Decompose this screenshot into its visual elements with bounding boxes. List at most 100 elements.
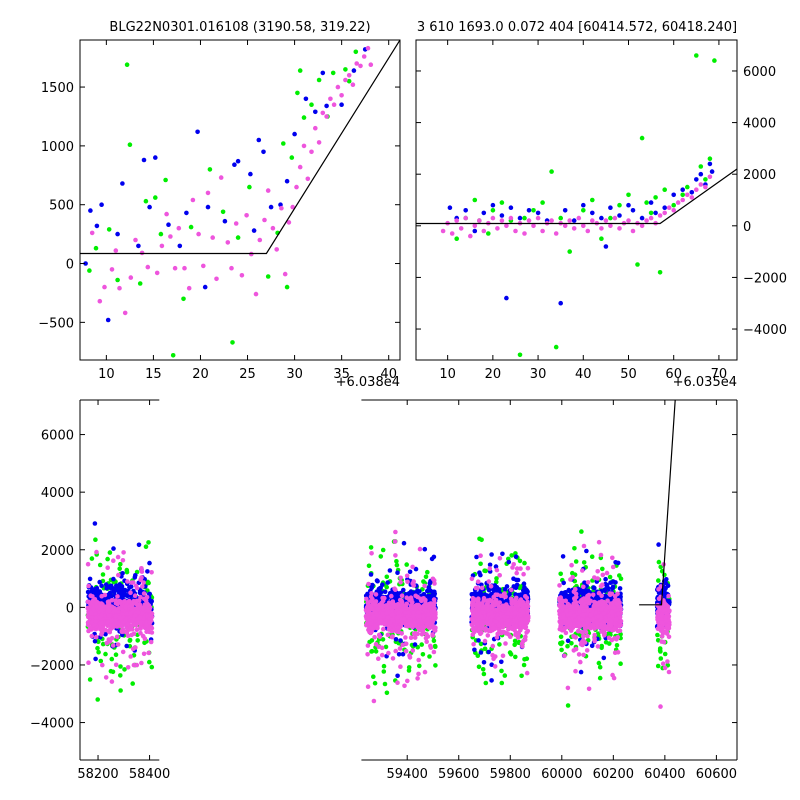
- data-point-2: [503, 641, 508, 646]
- data-point-2: [694, 187, 699, 192]
- data-point-0: [432, 643, 438, 649]
- data-point-1: [137, 281, 143, 286]
- data-point-0: [581, 560, 587, 565]
- data-point-0: [499, 213, 505, 218]
- data-point-2: [523, 594, 528, 599]
- data-point-1: [188, 224, 194, 230]
- data-point-0: [648, 200, 654, 205]
- data-point-2: [497, 629, 502, 635]
- data-point-1: [181, 296, 186, 302]
- data-point-0: [117, 566, 122, 571]
- data-point-2: [689, 195, 695, 200]
- data-point-2: [590, 592, 596, 598]
- data-point-1: [119, 589, 125, 595]
- data-point-2: [524, 630, 529, 635]
- data-point-2: [497, 556, 503, 561]
- data-point-2: [422, 583, 427, 589]
- x-tick-label: 20: [192, 367, 209, 382]
- data-point-1: [127, 585, 132, 590]
- data-point-0: [149, 664, 155, 670]
- data-point-2: [141, 651, 147, 657]
- data-point-2: [630, 228, 636, 234]
- data-point-0: [463, 208, 469, 213]
- data-point-2: [143, 598, 149, 603]
- data-point-2: [164, 211, 169, 217]
- data-point-2: [484, 606, 490, 611]
- data-point-0: [268, 204, 274, 210]
- data-point-2: [419, 632, 425, 637]
- data-point-1: [504, 584, 510, 589]
- data-point-2: [138, 625, 143, 631]
- data-point-2: [145, 602, 151, 608]
- data-point-0: [177, 243, 183, 249]
- data-point-2: [449, 231, 455, 236]
- data-point-0: [607, 574, 613, 580]
- data-point-2: [100, 662, 105, 668]
- data-point-2: [526, 218, 532, 223]
- data-point-2: [586, 686, 592, 692]
- data-point-2: [339, 93, 344, 98]
- data-point-2: [581, 223, 586, 229]
- data-point-0: [195, 129, 200, 135]
- data-point-2: [364, 616, 369, 621]
- data-point-1: [615, 560, 621, 566]
- data-point-2: [97, 298, 103, 304]
- data-point-2: [698, 182, 704, 187]
- data-point-2: [387, 620, 393, 625]
- data-point-2: [415, 676, 420, 681]
- data-point-0: [653, 210, 658, 216]
- data-point-2: [377, 634, 383, 640]
- data-point-1: [395, 570, 400, 575]
- data-point-2: [120, 649, 126, 655]
- data-point-1: [563, 590, 568, 595]
- data-point-1: [235, 235, 241, 240]
- data-point-0: [110, 669, 116, 675]
- data-point-2: [129, 580, 134, 585]
- data-point-2: [492, 664, 498, 669]
- data-point-2: [320, 110, 326, 116]
- data-point-2: [499, 218, 505, 223]
- data-point-2: [405, 678, 410, 684]
- data-point-2: [626, 218, 631, 223]
- data-point-1: [301, 115, 307, 120]
- data-point-2: [121, 629, 127, 634]
- data-point-2: [430, 632, 435, 637]
- data-point-2: [106, 613, 112, 618]
- data-point-1: [648, 210, 654, 216]
- data-point-1: [489, 678, 494, 683]
- data-point-1: [680, 192, 685, 198]
- data-point-2: [253, 291, 259, 297]
- data-point-0: [303, 96, 309, 102]
- data-point-0: [394, 559, 399, 564]
- data-point-2: [470, 606, 476, 612]
- x-tick-label: 60: [665, 367, 682, 382]
- data-point-0: [404, 562, 410, 567]
- data-point-2: [565, 685, 571, 691]
- data-point-2: [107, 629, 113, 635]
- data-point-2: [100, 607, 105, 613]
- data-point-0: [93, 537, 98, 542]
- data-point-2: [432, 581, 437, 586]
- data-point-2: [476, 603, 482, 609]
- data-point-0: [420, 652, 426, 657]
- data-point-2: [103, 675, 109, 680]
- data-point-2: [172, 265, 178, 271]
- data-point-1: [365, 591, 370, 597]
- data-point-0: [384, 574, 390, 580]
- data-point-2: [469, 622, 475, 628]
- data-point-1: [698, 164, 704, 169]
- data-point-2: [262, 217, 267, 223]
- data-point-2: [137, 602, 143, 607]
- data-point-2: [417, 614, 422, 619]
- data-point-1: [137, 590, 143, 596]
- data-point-1: [396, 652, 402, 657]
- data-point-0: [118, 673, 123, 678]
- data-point-2: [680, 197, 685, 203]
- data-point-0: [105, 556, 110, 562]
- data-point-2: [368, 629, 373, 634]
- data-point-0: [130, 681, 135, 686]
- data-point-2: [145, 264, 151, 270]
- data-point-1: [158, 231, 164, 237]
- data-point-2: [99, 612, 104, 618]
- data-point-2: [413, 593, 419, 599]
